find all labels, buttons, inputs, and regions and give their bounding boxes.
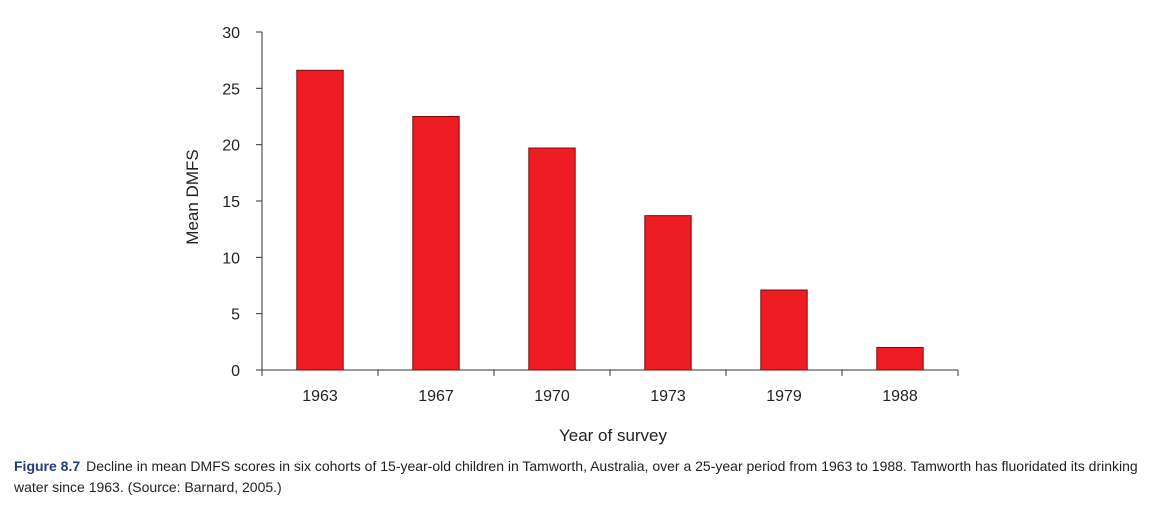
bar-1979 [760, 289, 808, 371]
x-tick-label-1988: 1988 [882, 388, 918, 405]
x-axis [261, 369, 959, 376]
x-tick-label-1970: 1970 [534, 388, 570, 405]
y-tick-label: 10 [222, 250, 240, 267]
y-tick-label: 30 [222, 25, 240, 42]
bar-1988 [876, 346, 924, 371]
figure-caption: Figure 8.7 Decline in mean DMFS scores in… [14, 456, 1139, 498]
bar-chart: 0 5 10 15 20 25 30 1963 1967 1970 1973 1979 1988 Me… [183, 25, 959, 445]
x-tick-label-1963: 1963 [302, 388, 338, 405]
bars [296, 69, 924, 371]
x-tick-label-1973: 1973 [650, 388, 686, 405]
x-tick-label-1979: 1979 [766, 388, 802, 405]
x-tick-labels: 1963 1967 1970 1973 1979 1988 [302, 388, 918, 405]
y-axis-title: Mean DMFS [183, 149, 202, 244]
y-tick-label: 5 [231, 307, 240, 324]
y-tick-label: 15 [222, 194, 240, 211]
x-tick-label-1967: 1967 [418, 388, 454, 405]
x-axis-title: Year of survey [559, 426, 668, 445]
y-tick-label: 20 [222, 138, 240, 155]
bar-1973 [644, 215, 692, 371]
y-axis: 0 5 10 15 20 25 30 [222, 25, 263, 380]
y-tick-label: 0 [231, 363, 240, 380]
bar-1967 [412, 116, 460, 371]
bar-1963 [296, 69, 344, 371]
bar-1970 [528, 147, 576, 371]
figure-caption-text: Decline in mean DMFS scores in six cohor… [14, 458, 1138, 495]
y-tick-label: 25 [222, 81, 240, 98]
figure-label: Figure 8.7 [14, 458, 81, 474]
